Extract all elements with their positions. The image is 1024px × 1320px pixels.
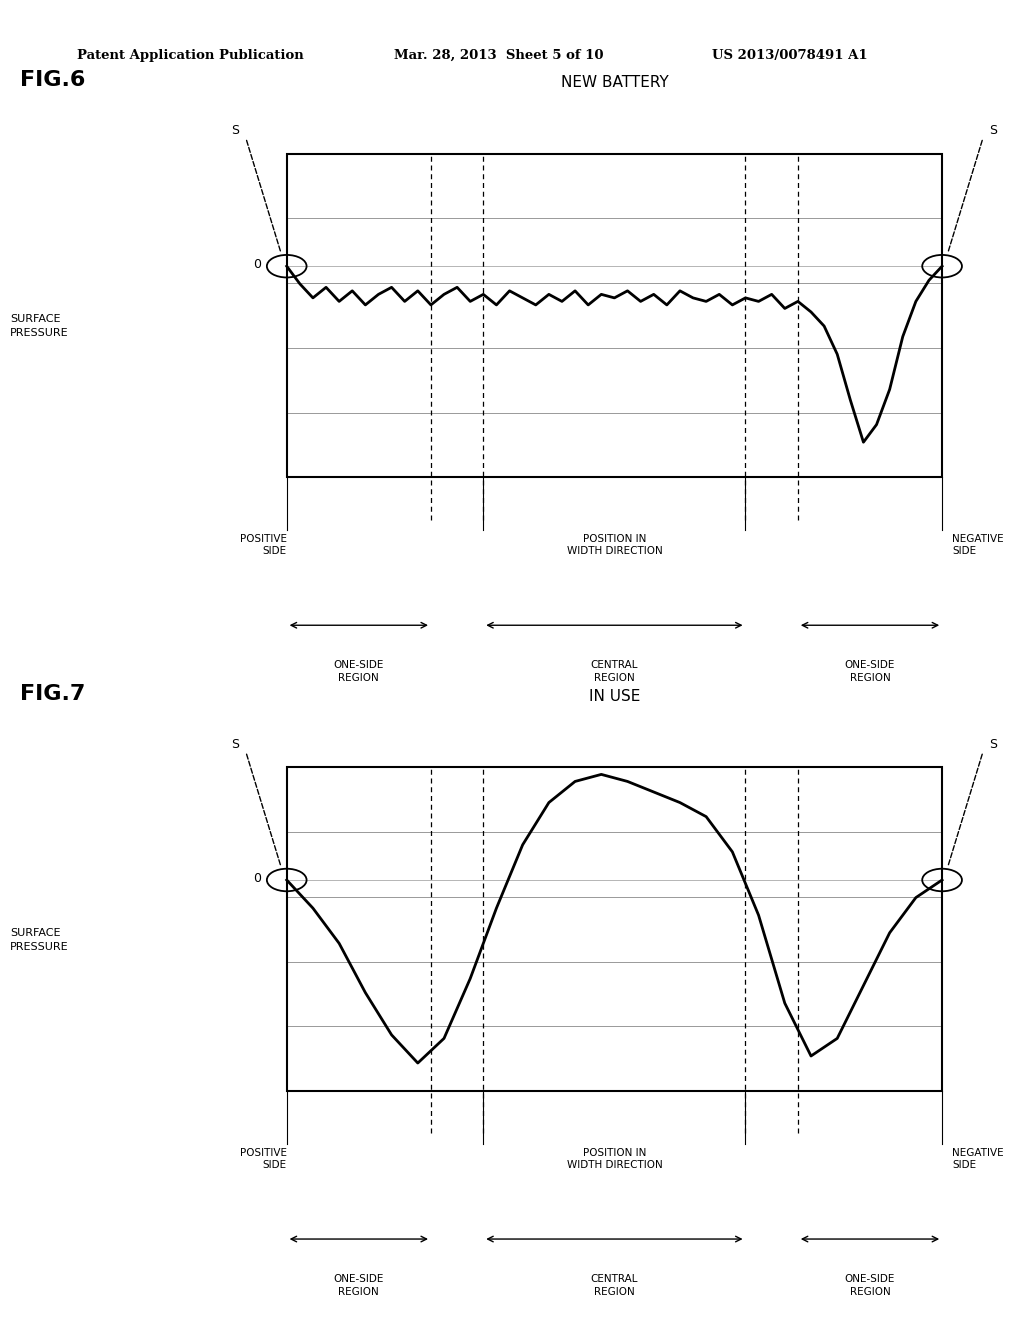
Text: POSITION IN
WIDTH DIRECTION: POSITION IN WIDTH DIRECTION [566, 533, 663, 556]
Text: Mar. 28, 2013  Sheet 5 of 10: Mar. 28, 2013 Sheet 5 of 10 [394, 49, 604, 62]
Text: NEGATIVE
SIDE: NEGATIVE SIDE [952, 1147, 1004, 1170]
Text: S: S [231, 738, 240, 751]
Text: S: S [989, 124, 997, 137]
Text: FIG.7: FIG.7 [20, 684, 86, 704]
Text: S: S [231, 124, 240, 137]
Text: ONE-SIDE
REGION: ONE-SIDE REGION [845, 660, 895, 682]
Text: SURFACE
PRESSURE: SURFACE PRESSURE [10, 928, 69, 952]
Text: NEGATIVE
SIDE: NEGATIVE SIDE [952, 533, 1004, 556]
Text: S: S [989, 738, 997, 751]
Text: SURFACE
PRESSURE: SURFACE PRESSURE [10, 314, 69, 338]
Text: ONE-SIDE
REGION: ONE-SIDE REGION [334, 1274, 384, 1296]
Text: NEW BATTERY: NEW BATTERY [560, 75, 669, 90]
Text: ONE-SIDE
REGION: ONE-SIDE REGION [845, 1274, 895, 1296]
Text: 0: 0 [253, 257, 261, 271]
Text: 0: 0 [253, 871, 261, 884]
Text: POSITIVE
SIDE: POSITIVE SIDE [240, 1147, 287, 1170]
Text: CENTRAL
REGION: CENTRAL REGION [591, 660, 638, 682]
Text: US 2013/0078491 A1: US 2013/0078491 A1 [712, 49, 867, 62]
Bar [287, 767, 942, 1092]
Text: POSITION IN
WIDTH DIRECTION: POSITION IN WIDTH DIRECTION [566, 1147, 663, 1170]
Text: ONE-SIDE
REGION: ONE-SIDE REGION [334, 660, 384, 682]
Text: Patent Application Publication: Patent Application Publication [77, 49, 303, 62]
Text: IN USE: IN USE [589, 689, 640, 704]
Bar [287, 153, 942, 478]
Text: FIG.6: FIG.6 [20, 70, 86, 90]
Text: POSITIVE
SIDE: POSITIVE SIDE [240, 533, 287, 556]
Text: CENTRAL
REGION: CENTRAL REGION [591, 1274, 638, 1296]
